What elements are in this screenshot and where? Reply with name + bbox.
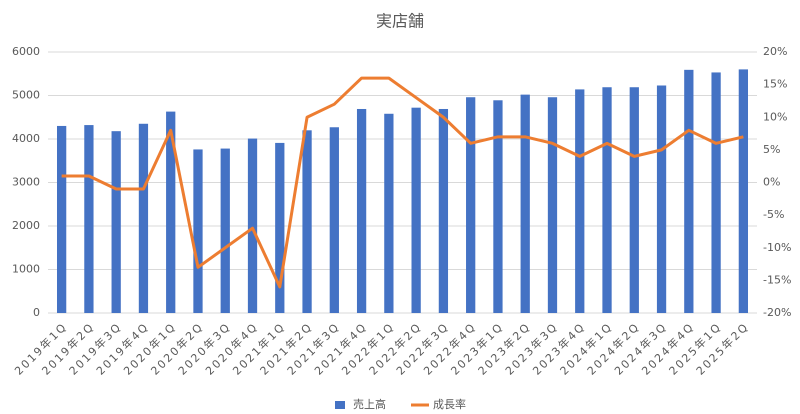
legend-label: 成長率: [433, 397, 466, 411]
y-tick-label: 5000: [12, 89, 40, 102]
bar: [247, 138, 258, 313]
y2-tick-label: 0%: [763, 176, 780, 189]
chart-title: 実店舗: [376, 12, 424, 31]
bar: [438, 108, 449, 313]
bar: [356, 108, 367, 313]
bar: [466, 97, 476, 314]
y2-tick-label: -5%: [763, 208, 784, 221]
legend-swatch: [335, 401, 345, 409]
bar: [275, 142, 285, 313]
bar: [520, 94, 530, 313]
bar: [329, 127, 339, 313]
bar: [138, 123, 149, 314]
y-tick-label: 3000: [12, 176, 40, 189]
bar: [384, 113, 394, 314]
bar: [656, 85, 667, 314]
y-tick-label: 2000: [12, 219, 40, 232]
bar: [56, 125, 67, 313]
line: [61, 76, 744, 289]
bar: [629, 87, 639, 313]
y2-tick-label: -20%: [763, 306, 791, 319]
bar: [547, 97, 558, 314]
bar: [738, 69, 749, 314]
y-tick-label: 4000: [12, 132, 40, 145]
bar: [84, 125, 94, 313]
y-tick-label: 0: [33, 306, 40, 319]
bar: [166, 111, 176, 313]
bar: [411, 107, 421, 314]
y-tick-label: 1000: [12, 263, 40, 276]
y2-tick-label: -10%: [763, 241, 791, 254]
y-tick-label: 6000: [12, 45, 40, 58]
bar: [711, 72, 721, 313]
bar: [220, 148, 230, 313]
bar: [493, 100, 503, 313]
y2-tick-label: 15%: [763, 78, 787, 91]
bar: [302, 130, 312, 313]
bar: [193, 149, 203, 313]
y2-tick-label: -15%: [763, 273, 791, 286]
y2-tick-label: 5%: [763, 143, 780, 156]
bar: [111, 131, 121, 313]
bar: [602, 87, 612, 313]
y2-tick-label: 20%: [763, 45, 787, 58]
bar: [684, 69, 694, 314]
y2-tick-label: 10%: [763, 110, 787, 123]
bar: [575, 89, 585, 313]
legend-label: 売上高: [353, 397, 386, 411]
